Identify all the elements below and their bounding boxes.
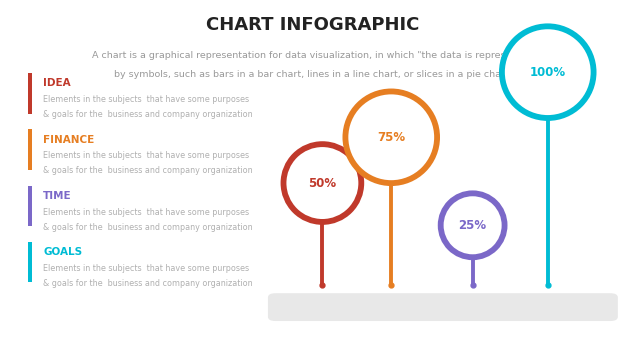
Bar — [28, 242, 32, 282]
Text: & goals for the  business and company organization: & goals for the business and company org… — [43, 223, 253, 232]
Text: Elements in the subjects  that have some purposes: Elements in the subjects that have some … — [43, 151, 249, 161]
Text: Elements in the subjects  that have some purposes: Elements in the subjects that have some … — [43, 95, 249, 104]
Text: TIME: TIME — [43, 191, 72, 201]
Text: CHART INFOGRAPHIC: CHART INFOGRAPHIC — [207, 16, 419, 34]
Text: FINANCE: FINANCE — [43, 135, 95, 145]
Ellipse shape — [441, 193, 505, 257]
Text: 100%: 100% — [530, 66, 566, 78]
Text: & goals for the  business and company organization: & goals for the business and company org… — [43, 110, 253, 119]
FancyBboxPatch shape — [268, 293, 618, 321]
Text: & goals for the  business and company organization: & goals for the business and company org… — [43, 166, 253, 176]
Bar — [28, 186, 32, 226]
Bar — [28, 130, 32, 170]
Text: 25%: 25% — [459, 219, 486, 232]
Text: 50%: 50% — [309, 177, 336, 189]
Text: Elements in the subjects  that have some purposes: Elements in the subjects that have some … — [43, 208, 249, 217]
Text: Elements in the subjects  that have some purposes: Elements in the subjects that have some … — [43, 264, 249, 273]
Ellipse shape — [502, 26, 593, 118]
Ellipse shape — [346, 92, 437, 183]
Text: 75%: 75% — [377, 131, 405, 144]
Ellipse shape — [284, 144, 361, 222]
Text: A chart is a graphical representation for data visualization, in which "the data: A chart is a graphical representation fo… — [93, 51, 533, 60]
Text: & goals for the  business and company organization: & goals for the business and company org… — [43, 279, 253, 288]
Text: IDEA: IDEA — [43, 78, 71, 88]
Text: by symbols, such as bars in a bar chart, lines in a line chart, or slices in a p: by symbols, such as bars in a bar chart,… — [113, 70, 513, 80]
Bar — [28, 73, 32, 113]
Text: GOALS: GOALS — [43, 247, 82, 257]
